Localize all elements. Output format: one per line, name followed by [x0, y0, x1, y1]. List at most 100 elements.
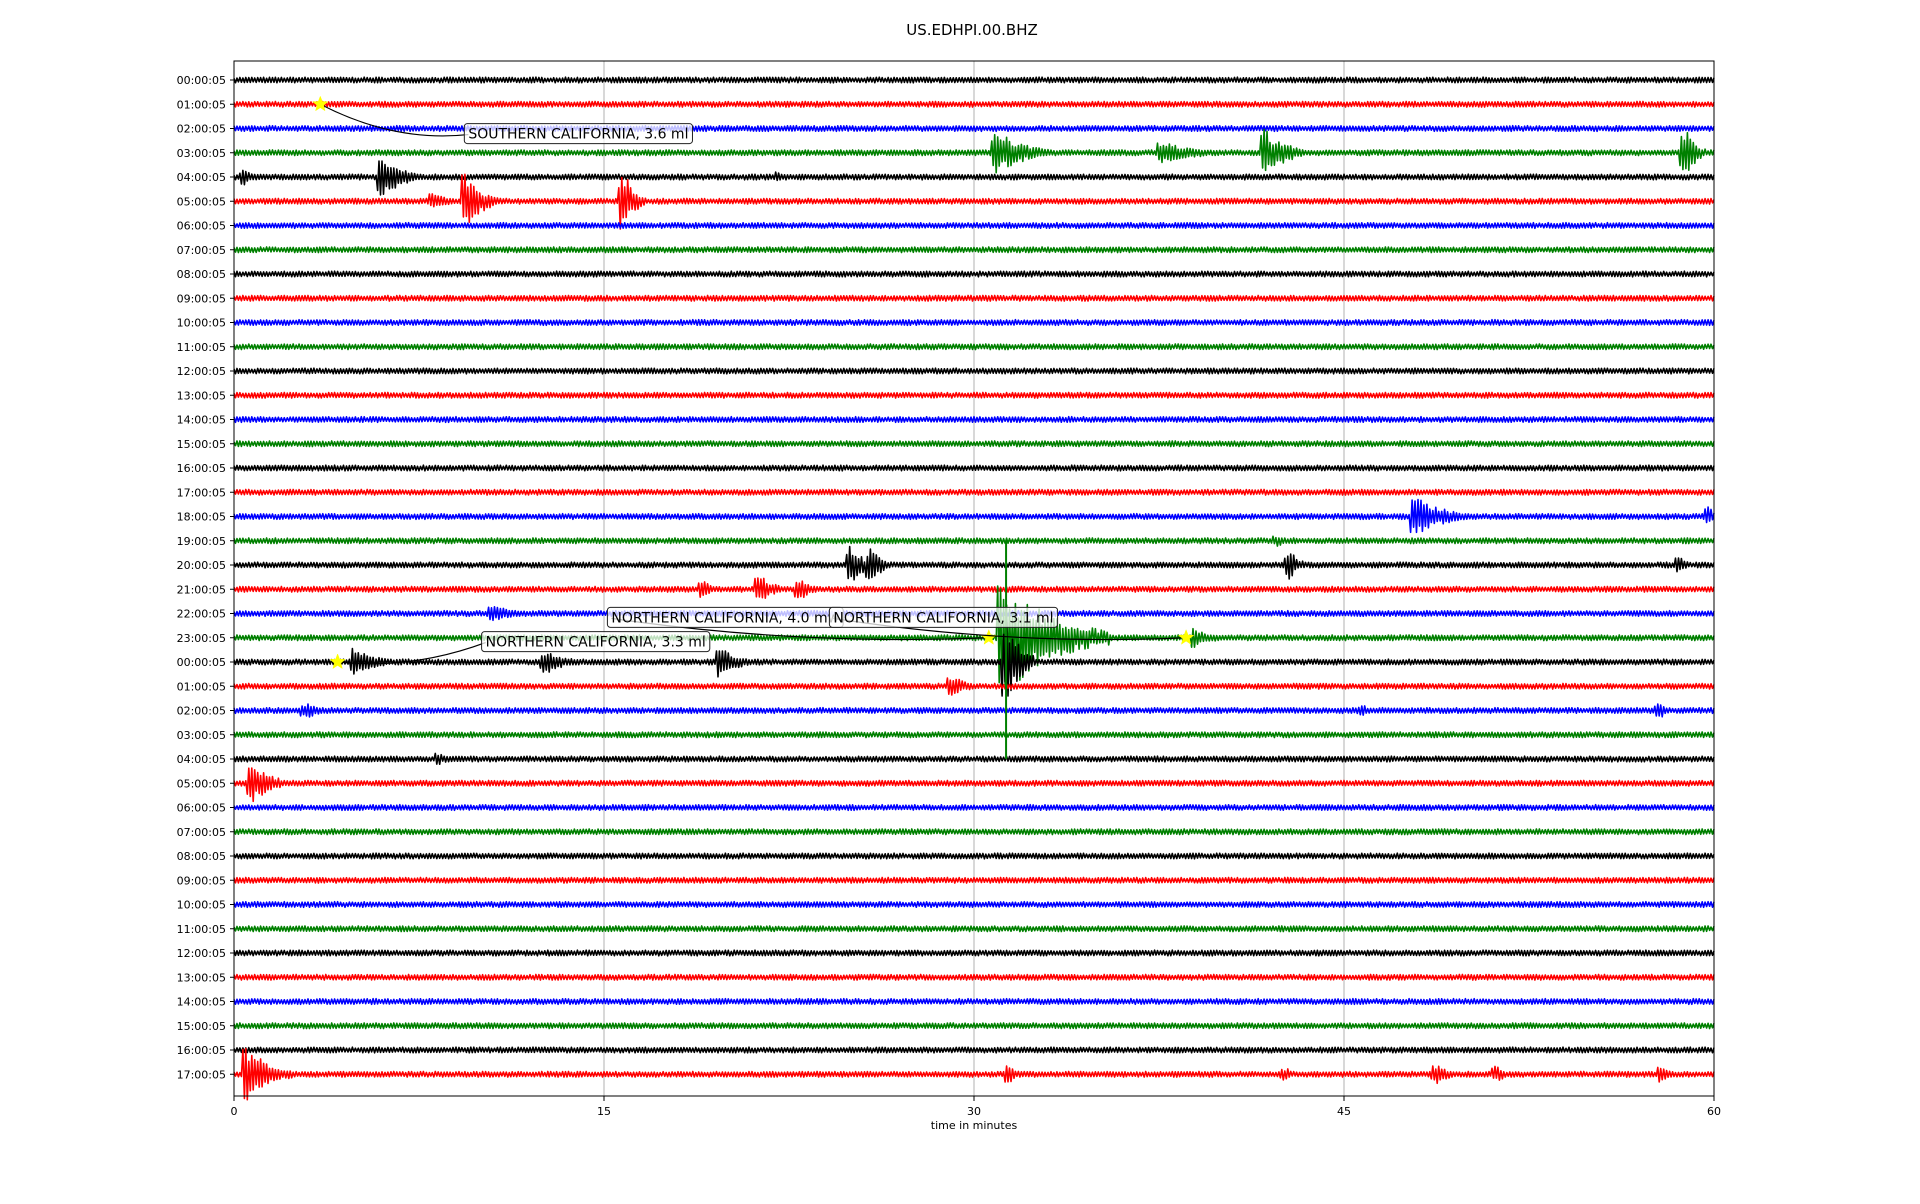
seismogram-trace	[233, 367, 1715, 375]
row-label: 12:00:05	[177, 947, 226, 960]
seismogram-trace	[233, 294, 1715, 302]
seismogram-trace	[233, 731, 1715, 739]
seismogram-trace	[233, 343, 1715, 351]
seismogram-trace	[233, 318, 1715, 327]
seismogram-trace	[233, 1047, 1715, 1101]
seismogram-trace	[233, 160, 1715, 196]
row-label: 17:00:05	[177, 1068, 226, 1081]
seismogram-trace	[233, 949, 1715, 957]
row-label: 03:00:05	[177, 147, 226, 160]
row-label: 21:00:05	[177, 583, 226, 596]
annotation-box	[828, 606, 1059, 628]
row-label: 08:00:05	[177, 850, 226, 863]
row-label: 16:00:05	[177, 1044, 226, 1057]
row-label: 02:00:05	[177, 705, 226, 718]
seismogram-trace	[233, 900, 1715, 909]
x-tick-label: 15	[597, 1105, 611, 1118]
seismogram-trace	[233, 246, 1715, 254]
seismogram-trace	[233, 488, 1715, 496]
row-label: 20:00:05	[177, 559, 226, 572]
x-tick-label: 60	[1707, 1105, 1721, 1118]
event-annotation: NORTHERN CALIFORNIA, 3.3 ml	[329, 631, 711, 670]
annotation-arrow	[320, 103, 469, 137]
x-tick-label: 30	[967, 1105, 981, 1118]
event-label: SOUTHERN CALIFORNIA, 3.6 ml	[468, 127, 688, 143]
seismogram-trace	[233, 703, 1715, 718]
seismogram-trace	[233, 498, 1715, 534]
event-star-marker	[1177, 629, 1195, 645]
row-label: 04:00:05	[177, 171, 226, 184]
seismogram-trace	[233, 677, 1715, 696]
row-label: 05:00:05	[177, 777, 226, 790]
row-label: 12:00:05	[177, 365, 226, 378]
seismogram-trace	[233, 828, 1715, 836]
seismogram-trace	[233, 1046, 1715, 1054]
seismogram-trace	[233, 925, 1715, 933]
row-label: 08:00:05	[177, 268, 226, 281]
seismogram-trace	[233, 221, 1715, 230]
event-star-marker	[329, 653, 346, 670]
event-star-marker	[312, 95, 329, 112]
seismogram-trace	[233, 752, 1715, 766]
event-star-marker	[980, 629, 998, 645]
event-annotations: SOUTHERN CALIFORNIA, 3.6 ml NORTHERN CALI…	[312, 95, 1195, 670]
x-tick-label: 45	[1337, 1105, 1351, 1118]
seismogram-trace	[233, 535, 1715, 547]
seismogram-trace	[233, 464, 1715, 472]
row-label: 15:00:05	[177, 1020, 226, 1033]
x-tick-label: 0	[231, 1105, 238, 1118]
seismogram-trace	[233, 270, 1715, 278]
event-annotation: NORTHERN CALIFORNIA, 3.1 ml	[828, 606, 1195, 645]
x-axis: 0 15 30 45 60	[231, 1096, 1721, 1118]
event-annotation: NORTHERN CALIFORNIA, 4.0 mw	[606, 606, 998, 645]
row-label: 19:00:05	[177, 535, 226, 548]
row-label: 07:00:05	[177, 244, 226, 257]
row-label: 14:00:05	[177, 996, 226, 1009]
row-label: 16:00:05	[177, 462, 226, 475]
row-label: 23:00:05	[177, 632, 226, 645]
row-label: 09:00:05	[177, 292, 226, 305]
row-label: 02:00:05	[177, 123, 226, 136]
annotation-box	[463, 123, 693, 145]
chart-title: US.EDHPI.00.BHZ	[906, 21, 1038, 39]
row-label: 13:00:05	[177, 971, 226, 984]
seismogram-trace	[233, 128, 1715, 174]
x-axis-label: time in minutes	[931, 1119, 1018, 1132]
seismogram-trace	[233, 391, 1715, 399]
annotation-box	[481, 631, 711, 653]
seismogram-trace	[233, 585, 1715, 695]
event-label: NORTHERN CALIFORNIA, 4.0 mw	[611, 610, 839, 626]
seismogram-trace	[233, 440, 1715, 448]
row-label: 15:00:05	[177, 438, 226, 451]
row-label: 11:00:05	[177, 341, 226, 354]
row-label: 01:00:05	[177, 98, 226, 111]
seismogram-trace	[233, 415, 1715, 424]
event-annotation: SOUTHERN CALIFORNIA, 3.6 ml	[312, 95, 693, 145]
row-label: 13:00:05	[177, 389, 226, 402]
row-label: 22:00:05	[177, 608, 226, 621]
event-label: NORTHERN CALIFORNIA, 3.1 ml	[833, 610, 1053, 626]
row-label: 06:00:05	[177, 220, 226, 233]
seismogram-trace	[233, 1022, 1715, 1030]
seismogram-trace	[233, 852, 1715, 860]
seismogram-trace	[233, 997, 1715, 1006]
row-label: 06:00:05	[177, 802, 226, 815]
seismogram-trace	[233, 767, 1715, 803]
seismogram-trace	[233, 621, 1715, 697]
row-label: 14:00:05	[177, 414, 226, 427]
row-label: 09:00:05	[177, 874, 226, 887]
seismogram-trace	[233, 973, 1715, 981]
seismogram-trace	[233, 100, 1715, 108]
row-label: 00:00:05	[177, 656, 226, 669]
row-label: 01:00:05	[177, 680, 226, 693]
row-label: 07:00:05	[177, 826, 226, 839]
seismogram-trace	[233, 173, 1715, 230]
seismogram-trace	[233, 577, 1715, 600]
grid-layer	[603, 61, 1345, 1096]
annotation-arrow	[337, 642, 486, 665]
row-label: 00:00:05	[177, 74, 226, 87]
seismogram-trace	[233, 876, 1715, 884]
row-label: 10:00:05	[177, 899, 226, 912]
